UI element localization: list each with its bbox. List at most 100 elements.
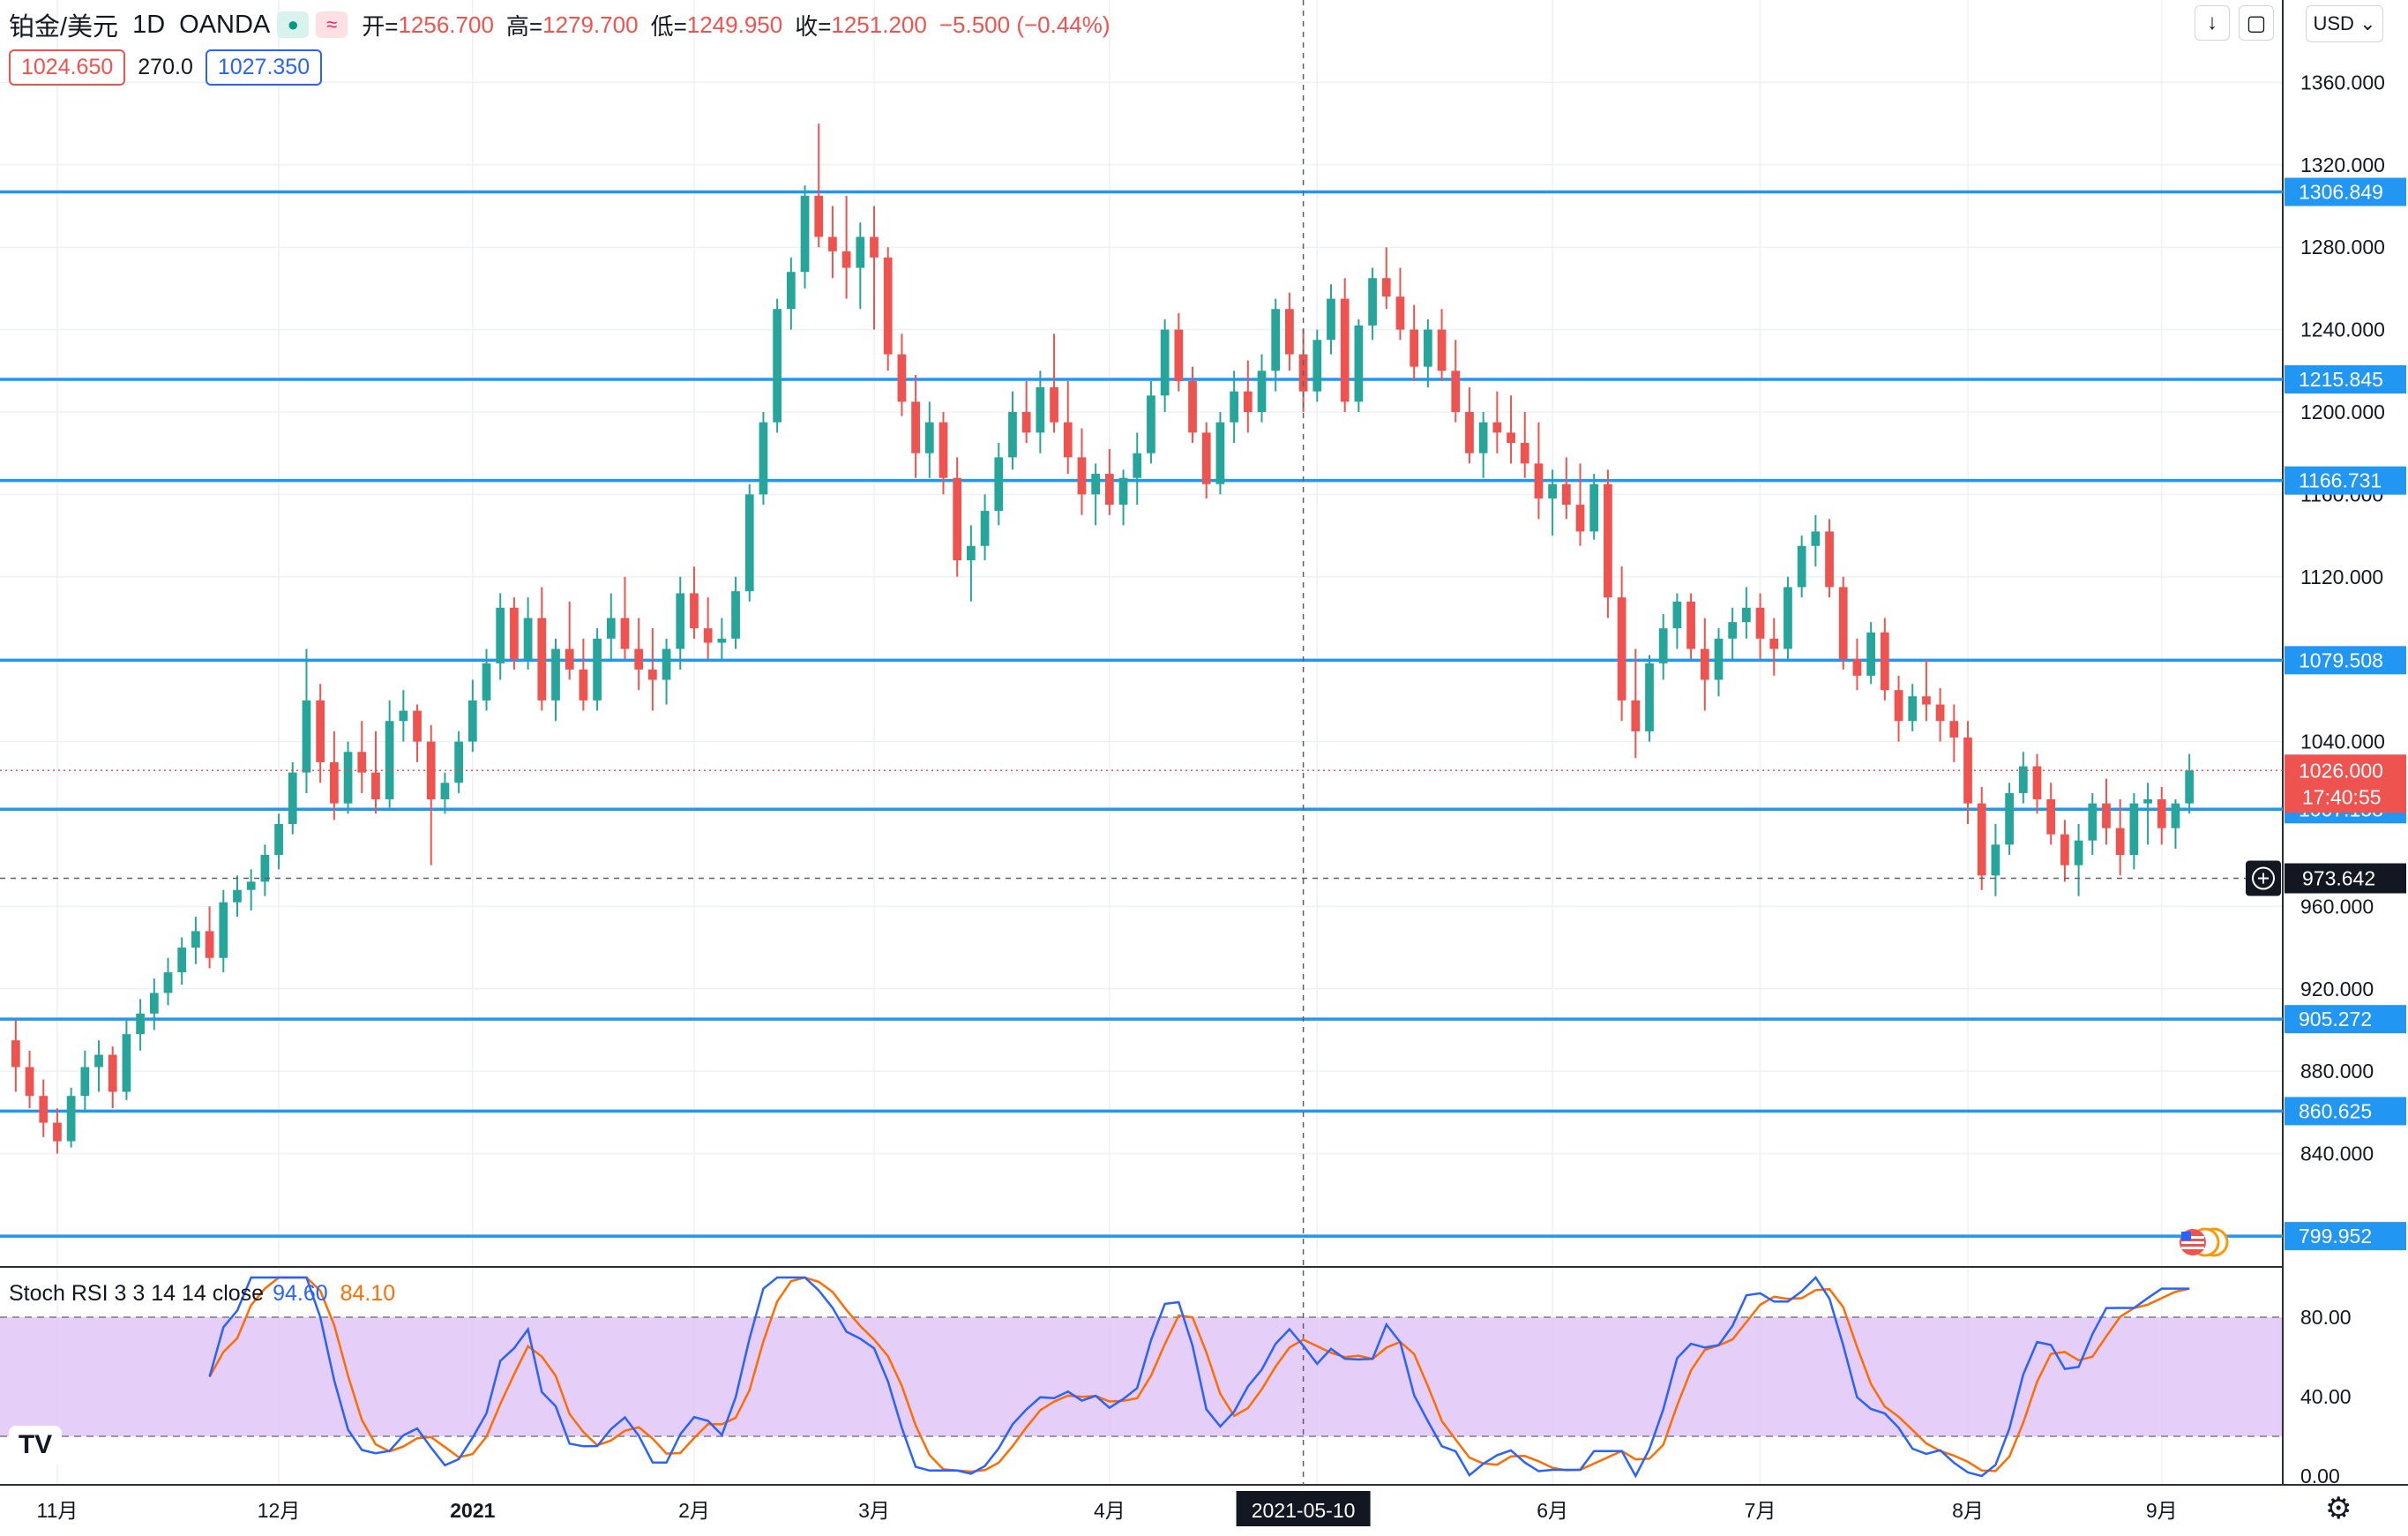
candle-body <box>260 855 270 882</box>
candle-body <box>1050 386 1058 423</box>
time-axis-label: 6月 <box>1537 1499 1568 1522</box>
ask-button[interactable]: 1027.350 <box>205 49 323 86</box>
crosshair-date-tag <box>1236 1491 1371 1526</box>
candle-body <box>2032 766 2042 799</box>
high-value: 1279.700 <box>542 11 639 38</box>
price-axis-tick: 880.000 <box>2300 1060 2374 1083</box>
candle-body <box>426 741 436 799</box>
candle-body <box>703 628 713 643</box>
stoch-rsi-legend[interactable]: Stoch RSI 3 3 14 14 close 94.60 84.10 <box>9 1281 395 1307</box>
candle-body <box>1174 329 1184 381</box>
candle-body <box>1825 531 1834 588</box>
candle-body <box>773 309 782 423</box>
price-axis-tick: 1360.000 <box>2300 71 2385 94</box>
candle-body <box>1534 463 1544 499</box>
plus-circle-ring <box>2252 866 2275 890</box>
candle-body <box>1478 422 1488 453</box>
symbol-name[interactable]: 铂金/美元 <box>9 13 119 41</box>
candle-body <box>1561 483 1571 506</box>
candle-body <box>1147 395 1155 453</box>
candle-body <box>1354 325 1364 402</box>
candle-body <box>385 721 394 799</box>
download-icon[interactable]: ↓ <box>2195 5 2230 41</box>
candle-body <box>1423 329 1432 367</box>
candle-body <box>911 401 920 453</box>
plus-circle-icon[interactable] <box>2246 860 2281 896</box>
candle-body <box>1769 638 1779 649</box>
price-axis-tick: 1040.000 <box>2300 731 2385 753</box>
time-axis-label: 11月 <box>36 1499 78 1522</box>
level-price-tag <box>2285 1097 2406 1126</box>
stoch-k-line <box>208 1276 2190 1479</box>
candle-body <box>1977 803 1986 876</box>
candle-body <box>53 1122 62 1142</box>
change-value: −5.500 (−0.44%) <box>939 11 1111 38</box>
candle-body <box>246 881 256 890</box>
candle-body <box>883 257 893 355</box>
candle-body <box>551 648 560 701</box>
level-price-tag <box>2285 1222 2406 1251</box>
candle-body <box>1215 422 1225 484</box>
level-price-tag <box>2285 177 2406 206</box>
candle-body <box>1672 601 1682 629</box>
candle-body <box>1063 422 1073 458</box>
candle-body <box>1451 371 1461 412</box>
candle-body <box>786 272 796 310</box>
candle-body <box>316 700 325 762</box>
stoch-axis-tick: 0.00 <box>2300 1465 2340 1487</box>
crosshair-date-label: 2021-05-10 <box>1252 1499 1356 1522</box>
candle-body <box>1243 391 1253 412</box>
low-label: 低= <box>650 12 687 40</box>
level-price-label: 1306.849 <box>2299 181 2383 204</box>
gear-icon[interactable]: ⚙ <box>2325 1492 2352 1525</box>
fullscreen-icon[interactable]: ▢ <box>2239 5 2274 41</box>
candle-body <box>1285 309 1294 355</box>
candle-body <box>233 889 242 903</box>
candle-body <box>2115 828 2125 856</box>
candle-body <box>1714 638 1724 680</box>
tradingview-logo-icon[interactable]: TV <box>9 1426 62 1465</box>
interval[interactable]: 1D <box>132 10 166 39</box>
candle-body <box>1728 622 1738 639</box>
candle-body <box>1617 597 1627 701</box>
level-price-label: 1166.731 <box>2299 469 2382 492</box>
candle-body <box>2185 770 2195 804</box>
candle-body <box>1797 545 1806 588</box>
eye-icon[interactable]: ● <box>277 11 310 38</box>
bid-button[interactable]: 1024.650 <box>9 49 126 86</box>
us-flag-events-icon[interactable] <box>2173 1226 2230 1258</box>
candle-body <box>454 741 463 783</box>
candle-body <box>413 710 422 742</box>
candle-body <box>579 669 588 701</box>
candle-body <box>2088 803 2098 841</box>
candle-body <box>924 422 934 453</box>
candle-body <box>994 457 1004 512</box>
candle-body <box>440 783 450 799</box>
candle-body <box>1118 477 1128 506</box>
candle-body <box>1604 483 1612 598</box>
candle-body <box>1658 628 1668 663</box>
time-axis-label: 3月 <box>858 1499 890 1522</box>
level-price-label: 1079.508 <box>2299 648 2383 671</box>
stoch-d-line <box>208 1276 2190 1473</box>
candle-body <box>1327 298 1335 341</box>
price-axis-tick: 1240.000 <box>2300 318 2385 341</box>
candle-body <box>1852 659 1862 676</box>
candle-body <box>1631 700 1641 731</box>
candle-body <box>1312 340 1322 392</box>
bid-ask-panel: 1024.650 270.0 1027.350 <box>9 49 323 86</box>
candle-body <box>814 195 824 237</box>
currency-select[interactable]: USD ⌄ <box>2306 5 2383 42</box>
candle-body <box>1811 531 1821 546</box>
high-label: 高= <box>505 12 543 40</box>
candle-body <box>2046 798 2056 835</box>
candle-body <box>1908 696 1918 722</box>
candle-body <box>496 607 505 663</box>
candle-body <box>897 354 907 402</box>
stoch-axis-tick: 40.00 <box>2300 1385 2352 1408</box>
time-axis-label: 8月 <box>1952 1499 1984 1522</box>
stoch-d-value: 84.10 <box>340 1281 396 1306</box>
wave-icon[interactable]: ≈ <box>316 11 348 38</box>
